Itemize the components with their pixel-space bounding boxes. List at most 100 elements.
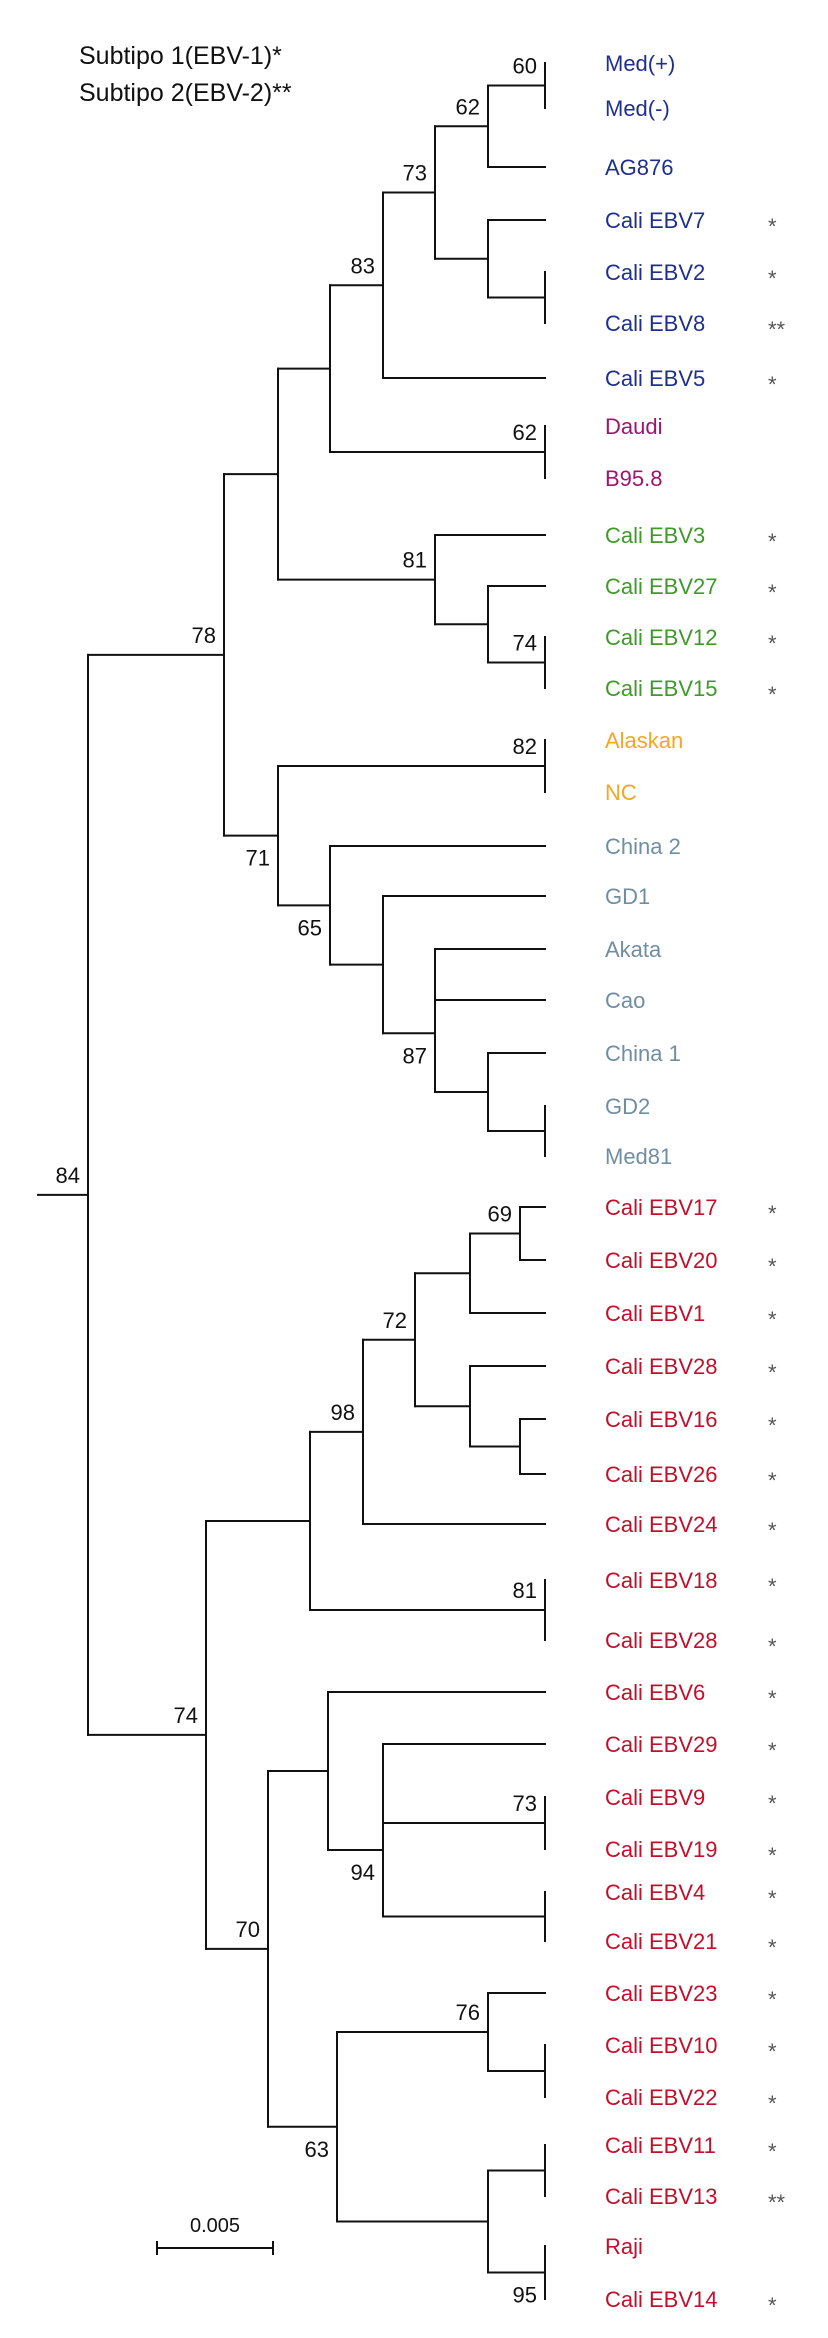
scale-bar: 0.005 [156, 2215, 274, 2255]
legend-subtype-2: Subtipo 2(EBV-2)** [79, 79, 292, 107]
taxon-label: Cali EBV21 [605, 1929, 718, 1954]
taxon-label: Cali EBV18 [605, 1568, 718, 1593]
legend-subtype-1: Subtipo 1(EBV-1)* [79, 42, 282, 70]
taxon-label: Cali EBV28 [605, 1628, 718, 1653]
taxon-label: Cali EBV24 [605, 1512, 718, 1537]
taxon-label: AG876 [605, 155, 674, 180]
subtype-marker: * [768, 2039, 777, 2064]
taxon-label: Cali EBV2 [605, 260, 705, 285]
taxon-label: Cali EBV22 [605, 2085, 718, 2110]
taxon-label: Cali EBV9 [605, 1785, 705, 1810]
subtype-marker: * [768, 631, 777, 656]
taxon-label: Daudi [605, 414, 662, 439]
taxon-label: Cali EBV8 [605, 311, 705, 336]
subtype-marker: * [768, 1843, 777, 1868]
taxon-label: Cali EBV4 [605, 1880, 705, 1905]
subtype-marker: * [768, 214, 777, 239]
subtype-marker: ** [768, 2190, 786, 2215]
subtype-marker: ** [768, 317, 786, 342]
bootstrap-value: 81 [513, 1578, 537, 1603]
taxon-label: China 1 [605, 1041, 681, 1066]
bootstrap-value: 63 [305, 2137, 329, 2162]
bootstrap-value: 73 [403, 161, 427, 186]
subtype-markers: ******************************* [768, 214, 786, 2318]
taxon-label: Alaskan [605, 728, 683, 753]
bootstrap-value: 74 [513, 631, 537, 656]
taxon-label: Med(+) [605, 51, 675, 76]
subtype-marker: * [768, 372, 777, 397]
subtype-marker: * [768, 1254, 777, 1279]
subtype-marker: * [768, 1413, 777, 1438]
taxon-label: Med81 [605, 1144, 672, 1169]
bootstrap-value: 98 [331, 1400, 355, 1425]
subtype-marker: * [768, 1791, 777, 1816]
subtype-marker: * [768, 1201, 777, 1226]
taxon-label: Cali EBV20 [605, 1248, 718, 1273]
subtype-marker: * [768, 2091, 777, 2116]
taxon-label: Cao [605, 988, 645, 1013]
subtype-marker: * [768, 1935, 777, 1960]
bootstrap-value: 69 [488, 1202, 512, 1227]
bootstrap-value: 71 [246, 846, 270, 871]
subtype-marker: * [768, 2293, 777, 2318]
taxon-label: Cali EBV5 [605, 366, 705, 391]
subtype-marker: * [768, 1738, 777, 1763]
subtype-marker: * [768, 2139, 777, 2164]
bootstrap-value: 95 [513, 2283, 537, 2308]
taxon-label: GD2 [605, 1094, 650, 1119]
taxon-label: Cali EBV10 [605, 2033, 718, 2058]
taxon-label: Raji [605, 2234, 643, 2259]
bootstrap-values: 60 62 73 83 62 81 74 78 82 71 65 87 84 69 72 98 81 74 70 73… [56, 54, 537, 2308]
bootstrap-value: 87 [403, 1043, 427, 1068]
taxon-label: Cali EBV16 [605, 1407, 718, 1432]
bootstrap-value: 72 [383, 1308, 407, 1333]
subtype-marker: * [768, 1574, 777, 1599]
subtype-marker: * [768, 1686, 777, 1711]
bootstrap-value: 78 [192, 623, 216, 648]
taxon-label: GD1 [605, 884, 650, 909]
subtype-marker: * [768, 682, 777, 707]
subtype-marker: * [768, 1468, 777, 1493]
taxon-label: Cali EBV11 [605, 2133, 716, 2158]
taxon-label: Cali EBV3 [605, 523, 705, 548]
taxon-label: Cali EBV13 [605, 2184, 718, 2209]
taxon-label: B95.8 [605, 466, 663, 491]
taxon-label: Cali EBV28 [605, 1354, 718, 1379]
subtype-marker: * [768, 266, 777, 291]
bootstrap-value: 73 [513, 1791, 537, 1816]
taxon-label: Cali EBV19 [605, 1837, 718, 1862]
subtype-marker: * [768, 1886, 777, 1911]
taxon-label: Cali EBV15 [605, 676, 718, 701]
bootstrap-value: 84 [56, 1163, 80, 1188]
scale-bar-label: 0.005 [190, 2215, 240, 2237]
bootstrap-value: 65 [298, 915, 322, 940]
taxon-label: Cali EBV1 [605, 1301, 705, 1326]
bootstrap-value: 70 [236, 1917, 260, 1942]
subtype-marker: * [768, 1518, 777, 1543]
taxon-label: Akata [605, 937, 662, 962]
bootstrap-value: 82 [513, 734, 537, 759]
bootstrap-value: 76 [456, 2000, 480, 2025]
taxon-label: China 2 [605, 834, 681, 859]
taxon-label: Cali EBV6 [605, 1680, 705, 1705]
tree-branches [37, 62, 546, 2300]
taxon-label: NC [605, 780, 637, 805]
bootstrap-value: 60 [513, 54, 537, 79]
taxon-label: Med(-) [605, 96, 670, 121]
subtype-marker: * [768, 1634, 777, 1659]
taxon-label: Cali EBV7 [605, 208, 705, 233]
taxon-labels: Med(+) Med(-) AG876 Cali EBV7 Cali EBV2 Cali … [605, 51, 718, 2312]
taxon-label: Cali EBV14 [605, 2287, 718, 2312]
taxon-label: Cali EBV27 [605, 574, 718, 599]
bootstrap-value: 94 [351, 1860, 375, 1885]
bootstrap-value: 83 [351, 253, 375, 278]
taxon-label: Cali EBV17 [605, 1195, 718, 1220]
taxon-label: Cali EBV29 [605, 1732, 718, 1757]
subtype-marker: * [768, 580, 777, 605]
subtype-marker: * [768, 1360, 777, 1385]
taxon-label: Cali EBV12 [605, 625, 718, 650]
bootstrap-value: 62 [513, 420, 537, 445]
taxon-label: Cali EBV26 [605, 1462, 718, 1487]
subtype-marker: * [768, 1307, 777, 1332]
